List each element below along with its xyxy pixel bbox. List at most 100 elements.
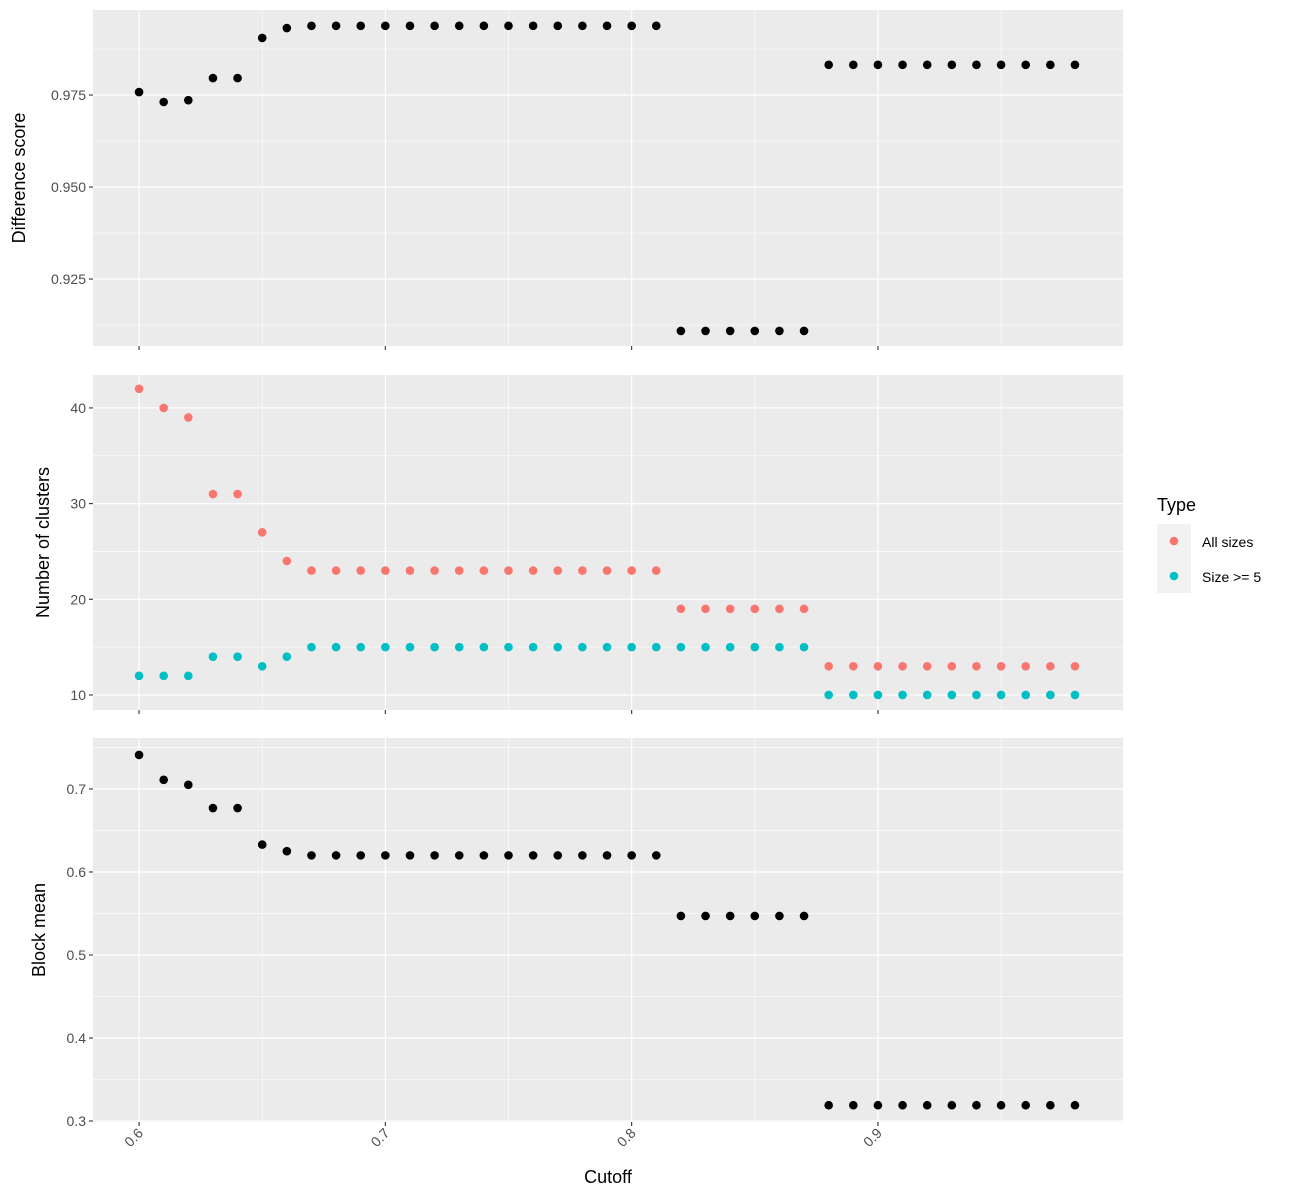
data-point — [898, 690, 907, 700]
legend-key-background — [1157, 524, 1191, 593]
y-tick-label: 30 — [70, 496, 86, 512]
data-point — [528, 851, 538, 860]
data-point — [331, 642, 341, 652]
data-point — [947, 690, 957, 700]
data-point — [972, 661, 981, 671]
data-point — [528, 642, 538, 652]
data-point — [775, 326, 784, 336]
data-point — [775, 642, 784, 652]
data-point — [405, 566, 415, 575]
data-point — [701, 642, 710, 652]
data-point — [996, 60, 1006, 70]
data-point — [799, 911, 809, 921]
data-point — [356, 851, 366, 860]
data-point — [602, 851, 612, 860]
data-point — [1046, 1100, 1055, 1110]
data-point — [578, 642, 587, 652]
x-tick-label: 0.8 — [614, 1125, 639, 1150]
data-point — [849, 661, 858, 671]
data-point — [799, 604, 809, 614]
data-point — [627, 642, 636, 652]
data-point — [947, 60, 957, 70]
data-point — [454, 566, 464, 575]
y-tick-label: 0.7 — [67, 781, 87, 797]
data-point — [627, 566, 636, 575]
data-point — [972, 690, 981, 700]
data-point — [356, 642, 366, 652]
legend-label: Size >= 5 — [1202, 569, 1261, 585]
panel-background — [93, 375, 1123, 710]
data-point — [651, 851, 661, 860]
data-point — [504, 642, 513, 652]
y-axis-title: Block mean — [29, 883, 49, 977]
x-axis-title: Cutoff — [584, 1167, 633, 1187]
data-point — [922, 60, 932, 70]
data-point — [602, 566, 612, 575]
data-point — [528, 566, 538, 575]
data-point — [701, 911, 710, 921]
data-point — [479, 851, 489, 860]
data-point — [454, 21, 464, 31]
data-point — [504, 21, 513, 31]
data-point — [898, 661, 907, 671]
data-point — [553, 566, 563, 575]
data-point — [528, 21, 538, 31]
data-point — [725, 911, 735, 921]
data-point — [849, 690, 858, 700]
data-point — [947, 661, 957, 671]
data-point — [454, 851, 464, 860]
data-point — [947, 1100, 957, 1110]
data-point — [208, 652, 218, 662]
data-point — [799, 326, 809, 336]
panel-1: 0.925 0.950 0.975 Difference score — [9, 10, 1123, 350]
data-point — [381, 851, 390, 860]
data-point — [750, 911, 760, 921]
data-point — [430, 566, 439, 575]
data-point — [824, 60, 833, 70]
data-point — [282, 652, 292, 662]
data-point — [381, 566, 390, 575]
data-point — [184, 95, 193, 105]
data-point — [134, 384, 144, 394]
data-point — [627, 851, 636, 860]
y-tick-label: 40 — [70, 400, 86, 416]
data-point — [405, 642, 415, 652]
data-point — [184, 780, 193, 790]
data-point — [898, 1100, 907, 1110]
data-point — [159, 403, 168, 413]
data-point — [651, 21, 661, 31]
data-point — [701, 604, 710, 614]
y-tick-label: 0.4 — [67, 1030, 87, 1046]
data-point — [602, 21, 612, 31]
data-point — [873, 1100, 883, 1110]
data-point — [159, 775, 168, 785]
panel-3: 0.3 0.4 0.5 0.6 0.7 Block mean 0.6 0.7 0.8 0.9 Cut… — [29, 738, 1123, 1187]
data-point — [479, 642, 489, 652]
data-point — [282, 846, 292, 856]
data-point — [184, 671, 193, 681]
data-point — [849, 60, 858, 70]
data-point — [159, 97, 168, 107]
data-point — [134, 671, 144, 681]
panel-background — [93, 10, 1123, 346]
data-point — [750, 604, 760, 614]
data-point — [922, 1100, 932, 1110]
data-point — [331, 851, 341, 860]
data-point — [725, 642, 735, 652]
data-point — [873, 690, 883, 700]
y-tick-label: 10 — [70, 687, 86, 703]
data-point — [651, 642, 661, 652]
data-point — [134, 87, 144, 97]
data-point — [1021, 661, 1031, 671]
data-point — [381, 642, 390, 652]
data-point — [750, 326, 760, 336]
data-point — [651, 566, 661, 575]
data-point — [553, 851, 563, 860]
data-point — [233, 803, 242, 813]
data-point — [578, 851, 587, 860]
data-point — [307, 566, 316, 575]
data-point — [1046, 690, 1055, 700]
data-point — [873, 60, 883, 70]
x-tick-label: 0.9 — [860, 1125, 885, 1150]
